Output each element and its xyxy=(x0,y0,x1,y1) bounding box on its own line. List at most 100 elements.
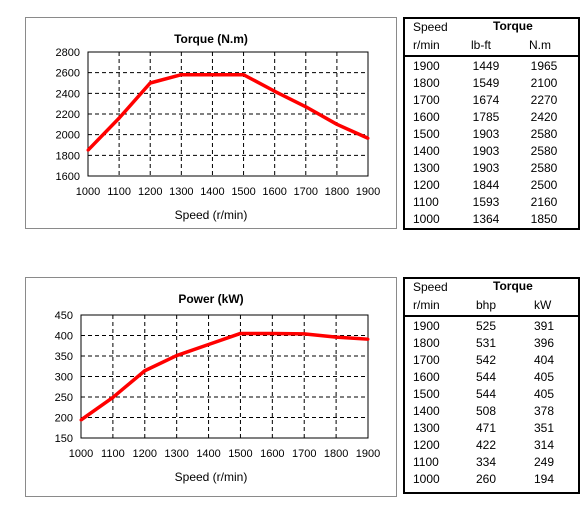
lbft-unit-header: lb-ft xyxy=(471,38,492,52)
table-row: 1900 1449 1965 xyxy=(405,58,578,75)
table-row: 1900 525 391 xyxy=(405,318,578,335)
table-cell: 2270 xyxy=(530,93,558,107)
table-cell: 1700 xyxy=(413,93,440,107)
y-tick-label: 2800 xyxy=(56,47,80,59)
table-cell: 334 xyxy=(475,455,497,469)
torque-header: Torque xyxy=(493,279,533,293)
nm-unit-header: N.m xyxy=(529,38,551,52)
torque-chart-title: Torque (N.m) xyxy=(174,32,248,46)
y-tick-label: 2000 xyxy=(56,130,80,142)
x-tick-label: 1800 xyxy=(325,186,349,198)
table-cell: 1785 xyxy=(472,110,500,124)
table-row: 1500 544 405 xyxy=(405,386,578,403)
table-row: 1600 1785 2420 xyxy=(405,109,578,126)
table-row: 1200 422 314 xyxy=(405,437,578,454)
x-tick-label: 1100 xyxy=(107,186,131,198)
y-tick-label: 250 xyxy=(55,392,73,404)
table-cell: 1700 xyxy=(413,353,440,367)
data-point xyxy=(111,395,115,399)
series-line xyxy=(86,72,369,152)
table-row: 1700 1674 2270 xyxy=(405,92,578,109)
x-tick-label: 1200 xyxy=(133,448,157,460)
table-row: 1600 544 405 xyxy=(405,369,578,386)
data-point xyxy=(273,89,277,93)
table-cell: 544 xyxy=(475,387,497,401)
data-point xyxy=(79,418,83,422)
data-point xyxy=(238,331,242,335)
torque-chart: Torque (N.m) 1600 1800 2000 2200 2400 2600 280… xyxy=(25,17,397,229)
torque-table-body: 1900 1449 1965 1800 1549 2100 1700 1674 2270 1600… xyxy=(405,58,578,228)
table-cell: 1200 xyxy=(413,438,440,452)
y-tick-label: 400 xyxy=(55,331,73,343)
x-tick-label: 1600 xyxy=(260,448,284,460)
data-point xyxy=(117,116,121,120)
data-point xyxy=(143,369,147,373)
table-cell: 396 xyxy=(533,336,555,350)
table-cell: 1100 xyxy=(413,195,439,209)
table-cell: 422 xyxy=(475,438,497,452)
table-cell: 1400 xyxy=(413,404,440,418)
kw-unit-header: kW xyxy=(534,298,552,312)
table-cell: 260 xyxy=(475,472,497,486)
y-tick-label: 2200 xyxy=(56,109,80,121)
table-cell: 1449 xyxy=(472,59,500,73)
data-point xyxy=(302,332,306,336)
table-row: 1800 1549 2100 xyxy=(405,75,578,92)
table-cell: 1965 xyxy=(530,59,558,73)
table-cell: 1100 xyxy=(413,455,439,469)
series-line xyxy=(79,331,369,422)
data-point xyxy=(335,122,339,126)
y-tick-label: 350 xyxy=(55,351,73,363)
table-cell: 314 xyxy=(533,438,555,452)
table-row: 1400 1903 2580 xyxy=(405,143,578,160)
data-point xyxy=(148,81,152,85)
x-tick-label: 1900 xyxy=(356,448,380,460)
table-cell: 2500 xyxy=(530,178,558,192)
table-row: 1700 542 404 xyxy=(405,352,578,369)
table-cell: 2580 xyxy=(530,127,558,141)
table-cell: 1800 xyxy=(413,336,440,350)
table-cell: 1850 xyxy=(530,212,558,226)
table-cell: 544 xyxy=(475,370,497,384)
x-tick-label: 1400 xyxy=(196,448,220,460)
table-cell: 1549 xyxy=(472,76,500,90)
table-row: 1400 508 378 xyxy=(405,403,578,420)
table-cell: 1903 xyxy=(472,127,500,141)
power-chart-xlabel: Speed (r/min) xyxy=(174,470,248,484)
table-row: 1300 471 351 xyxy=(405,420,578,437)
power-chart-plot: 150 200 250 300 350 400 450 1000 1100 1200 1300 140… xyxy=(55,310,381,460)
table-cell: 1300 xyxy=(413,161,440,175)
table-row: 1800 531 396 xyxy=(405,335,578,352)
data-point xyxy=(334,335,338,339)
table-cell: 1903 xyxy=(472,161,500,175)
table-cell: 1600 xyxy=(413,110,440,124)
power-table-body: 1900 525 391 1800 531 396 1700 542 404 1600 544 405… xyxy=(405,318,578,488)
table-cell: 194 xyxy=(533,472,555,486)
table-row: 1200 1844 2500 xyxy=(405,177,578,194)
x-tick-label: 1800 xyxy=(324,448,348,460)
table-cell: 1000 xyxy=(413,212,440,226)
table-cell: 471 xyxy=(475,421,497,435)
table-cell: 1674 xyxy=(472,93,500,107)
table-cell: 2160 xyxy=(530,195,558,209)
table-cell: 542 xyxy=(475,353,497,367)
data-point xyxy=(210,73,214,77)
x-tick-label: 1700 xyxy=(294,186,318,198)
data-point xyxy=(304,105,308,109)
x-tick-label: 1200 xyxy=(138,186,162,198)
table-cell: 1900 xyxy=(413,319,440,333)
table-cell: 1900 xyxy=(413,59,440,73)
data-point xyxy=(366,337,370,341)
table-cell: 1593 xyxy=(472,195,500,209)
x-tick-label: 1700 xyxy=(292,448,316,460)
table-cell: 1800 xyxy=(413,76,440,90)
table-cell: 1500 xyxy=(413,387,440,401)
x-tick-label: 1000 xyxy=(76,186,100,198)
rpm-unit-header: r/min xyxy=(413,298,440,312)
data-point xyxy=(207,343,211,347)
x-tick-label: 1300 xyxy=(164,448,188,460)
torque-table-header: Speed Torque r/min lb-ft N.m xyxy=(405,19,578,57)
rpm-unit-header: r/min xyxy=(413,38,440,52)
table-cell: 2580 xyxy=(530,161,558,175)
data-point xyxy=(270,331,274,335)
